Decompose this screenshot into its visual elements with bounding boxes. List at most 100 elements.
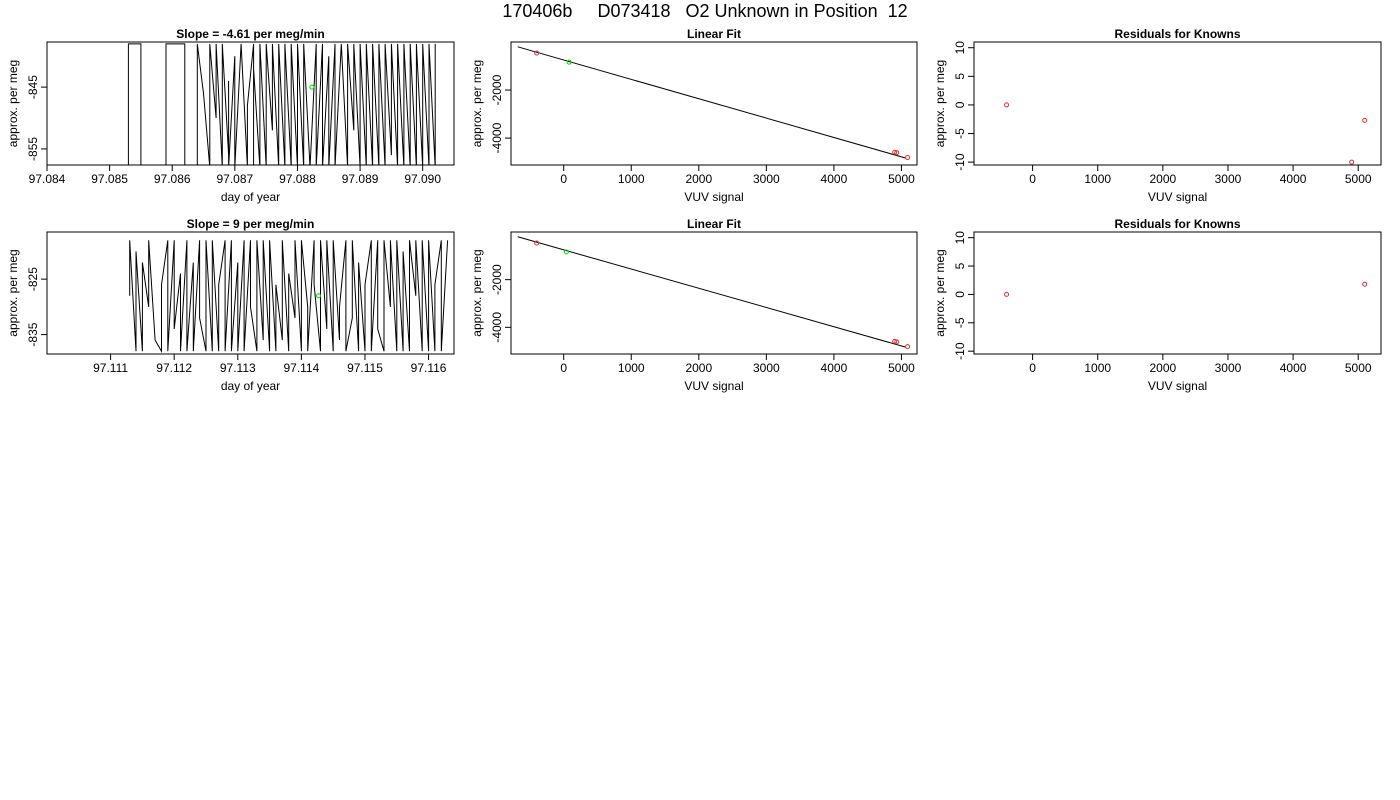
data-point <box>534 50 540 56</box>
x-tick-label: 97.111 <box>93 361 128 375</box>
y-tick-label: -855 <box>26 137 40 161</box>
panel-p5: Linear Fit 0 1000 2000 3000 4000 5000 -4000 -200… <box>470 217 918 393</box>
x-tick-label: 0 <box>560 172 567 186</box>
y-axis-label: approx. per meg <box>933 249 947 336</box>
plot-frame <box>973 41 1382 166</box>
y-axis: -835 -825 <box>26 267 48 347</box>
x-tick-label: 0 <box>1029 172 1036 186</box>
x-tick-label: 4000 <box>821 172 848 186</box>
plot-area <box>517 46 911 161</box>
x-tick-label: 2000 <box>1149 172 1176 186</box>
x-tick-label: 97.115 <box>347 361 383 375</box>
y-tick-label: 0 <box>953 291 967 298</box>
plot-frame <box>973 231 1382 355</box>
y-tick-label: -845 <box>26 75 40 99</box>
x-tick-label: 5000 <box>1345 172 1372 186</box>
x-tick-label: 4000 <box>1280 172 1307 186</box>
y-axis-label: approx. per meg <box>470 60 484 147</box>
data-point <box>534 240 540 246</box>
x-tick-label: 1000 <box>618 172 645 186</box>
x-tick-label: 97.090 <box>404 172 441 186</box>
plot-area <box>1004 102 1368 165</box>
x-tick-label: 1000 <box>618 361 645 375</box>
data-point <box>566 59 572 65</box>
x-tick-label: 3000 <box>1215 172 1242 186</box>
y-tick-label: -5 <box>953 128 967 139</box>
data-point <box>316 293 322 299</box>
x-tick-label: 2000 <box>685 361 712 375</box>
panel-p2: Linear Fit 0 1000 2000 3000 4000 5000 -4000 -200… <box>470 27 918 204</box>
x-axis-label: day of year <box>221 190 280 204</box>
plot-frame <box>46 41 455 166</box>
x-axis: 0 1000 2000 3000 4000 5000 <box>560 164 915 186</box>
x-tick-label: 97.116 <box>411 361 447 375</box>
x-tick-label: 5000 <box>888 361 915 375</box>
plot-frame <box>46 231 455 355</box>
x-axis: 0 1000 2000 3000 4000 5000 <box>560 353 915 375</box>
panel-title: Linear Fit <box>687 217 741 231</box>
y-tick-label: -5 <box>953 317 967 328</box>
data-point <box>1362 281 1368 287</box>
data-point <box>905 344 911 350</box>
x-tick-label: 0 <box>560 361 567 375</box>
x-tick-label: 5000 <box>1345 361 1372 375</box>
y-axis: -4000 -2000 <box>490 264 512 343</box>
data-point <box>309 84 315 90</box>
x-axis-label: VUV signal <box>1148 190 1207 204</box>
fit-line <box>517 236 906 348</box>
series-line <box>129 240 449 354</box>
y-axis: -10 -5 0 5 10 <box>953 231 975 360</box>
y-tick-label: -2000 <box>490 74 504 105</box>
x-tick-label: 97.089 <box>342 172 379 186</box>
x-tick-label: 0 <box>1029 361 1036 375</box>
x-axis: 0 1000 2000 3000 4000 5000 <box>1029 164 1372 186</box>
x-axis: 97.111 97.112 97.113 97.114 97.115 97.116 <box>93 353 447 375</box>
x-axis-label: VUV signal <box>1148 379 1207 393</box>
y-tick-label: 5 <box>953 262 967 269</box>
x-tick-label: 3000 <box>1215 361 1242 375</box>
x-tick-label: 97.113 <box>220 361 256 375</box>
data-point <box>1004 291 1010 297</box>
y-axis: -855 -845 <box>26 75 48 161</box>
y-tick-label: -2000 <box>490 264 504 295</box>
y-tick-label: 5 <box>953 73 967 80</box>
x-tick-label: 1000 <box>1084 361 1111 375</box>
data-point <box>563 249 569 255</box>
page-title: 170406b D073418 O2 Unknown in Position 1… <box>502 1 908 21</box>
data-point <box>892 149 898 155</box>
y-axis-label: approx. per meg <box>933 60 947 147</box>
data-point <box>905 155 911 161</box>
data-point <box>894 339 900 345</box>
plot-area <box>1004 281 1368 297</box>
x-tick-label: 2000 <box>1149 361 1176 375</box>
panel-title: Residuals for Knowns <box>1114 217 1240 231</box>
series-line <box>127 43 436 165</box>
plot-frame <box>510 41 918 166</box>
panel-title: Linear Fit <box>687 27 741 41</box>
x-tick-label: 3000 <box>753 361 780 375</box>
x-tick-label: 97.087 <box>216 172 253 186</box>
y-tick-label: 10 <box>953 231 967 245</box>
x-tick-label: 97.088 <box>279 172 316 186</box>
y-tick-label: 10 <box>953 41 967 55</box>
x-tick-label: 97.085 <box>91 172 128 186</box>
panel-title: Slope = 9 per meg/min <box>187 217 315 231</box>
y-axis-label: approx. per meg <box>470 249 484 336</box>
fit-line <box>517 46 906 159</box>
x-axis-label: VUV signal <box>684 379 743 393</box>
plot-area <box>129 240 449 354</box>
panel-title: Residuals for Knowns <box>1114 27 1240 41</box>
x-tick-label: 97.086 <box>154 172 191 186</box>
plot-area <box>517 236 911 350</box>
x-axis-label: VUV signal <box>684 190 743 204</box>
data-point <box>894 150 900 156</box>
x-axis: 97.084 97.085 97.086 97.087 97.088 97.089 97.0… <box>29 164 441 186</box>
y-axis-label: approx. per meg <box>6 249 20 336</box>
panel-title: Slope = -4.61 per meg/min <box>176 27 324 41</box>
y-tick-label: -835 <box>26 322 40 346</box>
y-axis: -10 -5 0 5 10 <box>953 41 975 171</box>
